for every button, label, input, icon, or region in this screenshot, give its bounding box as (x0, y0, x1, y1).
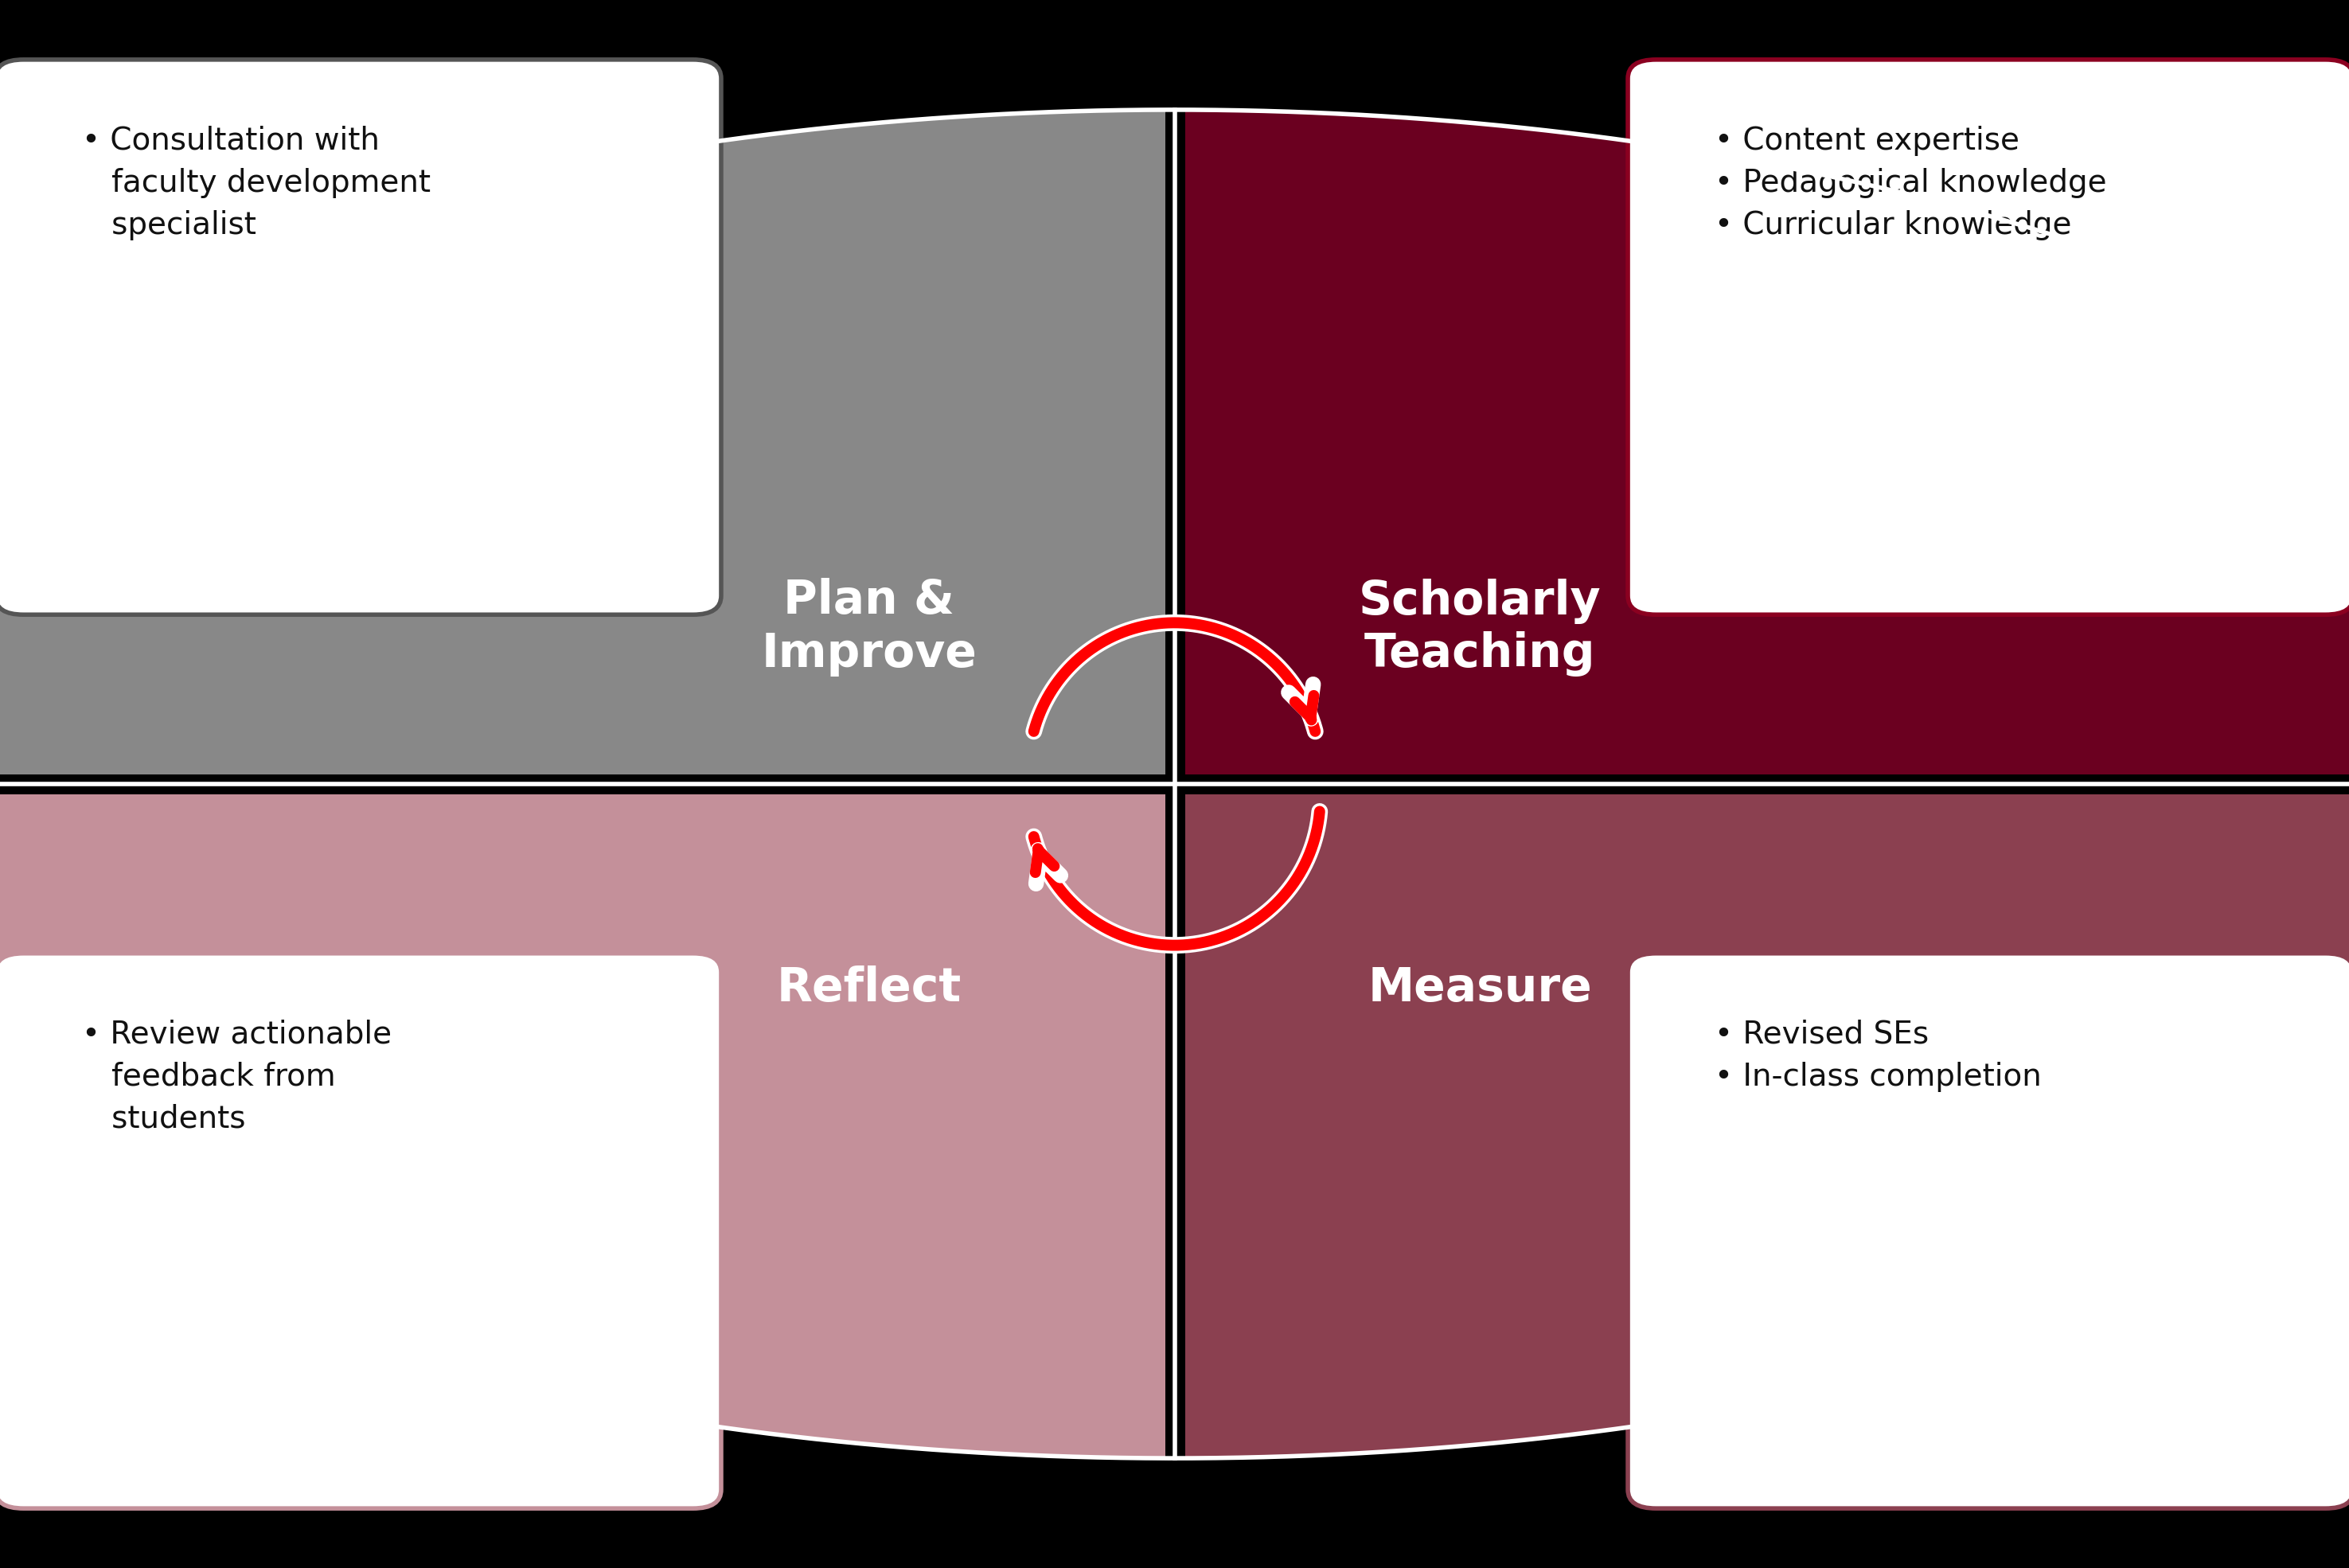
Text: • Revised SEs
• In-class completion: • Revised SEs • In-class completion (1715, 1019, 2041, 1091)
FancyBboxPatch shape (1628, 60, 2349, 615)
Polygon shape (0, 784, 1174, 1458)
Polygon shape (1174, 784, 2349, 1458)
FancyBboxPatch shape (0, 953, 721, 1508)
FancyBboxPatch shape (0, 60, 721, 615)
Text: Reflect: Reflect (778, 966, 961, 1010)
Text: Measure: Measure (1367, 966, 1593, 1010)
Text: Scholarly
Teaching: Scholarly Teaching (1358, 579, 1602, 676)
Polygon shape (0, 110, 1174, 784)
FancyBboxPatch shape (1628, 953, 2349, 1508)
Text: • Consultation with
   faculty development
   specialist: • Consultation with faculty development … (82, 125, 430, 240)
Text: • Review actionable
   feedback from
   students: • Review actionable feedback from studen… (82, 1019, 392, 1134)
Text: • Content expertise
• Pedagogical knowledge
• Curricular knowledge: • Content expertise • Pedagogical knowle… (1715, 125, 2107, 240)
Text: Plan &
Improve: Plan & Improve (761, 579, 977, 676)
Polygon shape (1174, 110, 2349, 784)
